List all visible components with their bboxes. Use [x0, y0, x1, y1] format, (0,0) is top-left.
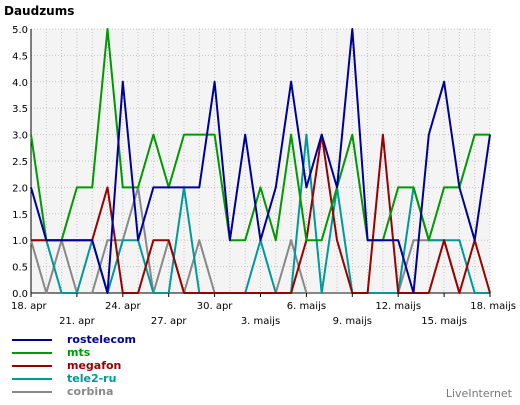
- y-axis: 0.0 0.5 1.0 1.5 2.0 2.5 3.0 3.5 4.0 4.5 5.0: [12, 25, 28, 300]
- legend-label: corbina: [67, 385, 114, 398]
- x-tick-label: 6. maijs: [287, 301, 326, 312]
- y-tick-label: 0.5: [12, 263, 28, 274]
- brand-label: LiveInternet: [445, 387, 512, 400]
- x-tick-label: 9. maijs: [333, 316, 372, 327]
- legend-swatch: [12, 378, 52, 380]
- y-tick-label: 2.0: [12, 183, 28, 194]
- x-tick-label: 15. maijs: [421, 316, 467, 327]
- x-tick-label: 3. maijs: [241, 316, 280, 327]
- x-tick-label: 12. maijs: [375, 301, 421, 312]
- x-tick-label: 18. maijs: [470, 301, 516, 312]
- x-tick-label: 24. apr: [105, 301, 142, 312]
- chart-title: Daudzums: [4, 4, 74, 18]
- x-tick-label: 27. apr: [151, 316, 188, 327]
- x-axis: 18. apr 21. apr 24. apr 27. apr 30. apr 3. ma…: [11, 293, 516, 327]
- grid: [30, 28, 491, 294]
- legend-label: rostelecom: [67, 333, 137, 346]
- legend-swatch: [12, 365, 52, 367]
- y-tick-label: 5.0: [12, 25, 28, 36]
- series-layer: [30, 28, 491, 294]
- x-tick-label: 21. apr: [59, 316, 96, 327]
- legend-swatch: [12, 339, 52, 341]
- legend-label: megafon: [67, 359, 122, 372]
- y-tick-label: 3.5: [12, 104, 28, 115]
- y-tick-label: 0.0: [12, 289, 28, 300]
- x-tick-label: 30. apr: [197, 301, 234, 312]
- legend-swatch: [12, 391, 52, 393]
- legend-swatch: [12, 352, 52, 354]
- y-tick-label: 1.5: [12, 210, 28, 221]
- y-tick-label: 4.5: [12, 51, 28, 62]
- legend-label: mts: [67, 346, 91, 359]
- y-tick-label: 2.5: [12, 157, 28, 168]
- series-line-mts: [30, 28, 490, 242]
- legend-label: tele2-ru: [67, 372, 117, 385]
- y-tick-label: 4.0: [12, 78, 28, 89]
- x-tick-label: 18. apr: [11, 301, 48, 312]
- series-line-rostelecom: [30, 28, 491, 294]
- y-tick-label: 1.0: [12, 236, 28, 247]
- y-tick-label: 3.0: [12, 131, 28, 142]
